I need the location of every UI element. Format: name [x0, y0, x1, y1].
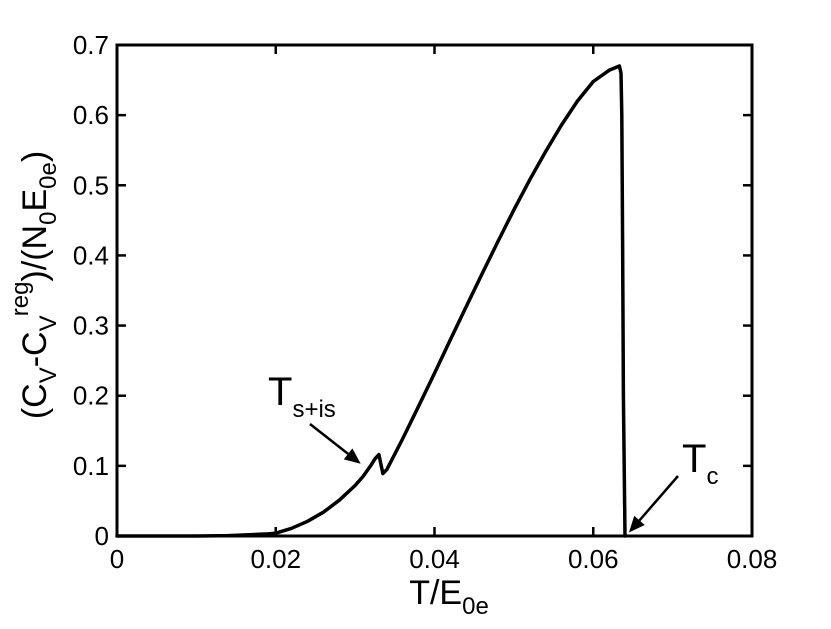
y-tick-label: 0.3: [73, 311, 109, 341]
y-tick-label: 0.5: [73, 170, 109, 200]
y-tick-label: 0.6: [73, 100, 109, 130]
x-ticks: [115, 45, 754, 536]
annotation-ts-is-arrowhead: [343, 448, 361, 464]
y-tick-label: 0.1: [73, 451, 109, 481]
y-tick-label: 0.4: [73, 240, 109, 270]
annotation-tc-label: Tc: [682, 437, 718, 490]
annotation-ts-is-label: Ts+is: [268, 370, 336, 423]
x-tick-label: 0: [110, 544, 124, 574]
y-axis-label: (CV-CVreg)/(N0E0e): [7, 151, 62, 419]
plot-frame: [115, 43, 754, 538]
annotation-ts-is-arrow: [309, 423, 349, 455]
data-line: [115, 64, 627, 538]
annotation-tc-arrowhead: [628, 515, 645, 533]
y-tick-labels: 0 0.1 0.2 0.3 0.4 0.5 0.6 0.7: [73, 30, 109, 551]
x-tick-label: 0.06: [568, 544, 619, 574]
annotation-tc-arrow: [638, 475, 679, 522]
y-ticks: [117, 43, 752, 538]
x-tick-label: 0.08: [727, 544, 778, 574]
x-tick-label: 0.04: [409, 544, 460, 574]
x-tick-labels: 0 0.02 0.04 0.06 0.08: [110, 544, 778, 574]
y-tick-label: 0.2: [73, 381, 109, 411]
y-tick-label: 0: [95, 521, 109, 551]
annotation-tc: Tc: [628, 437, 718, 533]
x-axis-label: T/E0e: [409, 574, 489, 620]
annotation-ts-is: Ts+is: [268, 370, 361, 464]
y-tick-label: 0.7: [73, 30, 109, 60]
x-tick-label: 0.02: [250, 544, 301, 574]
